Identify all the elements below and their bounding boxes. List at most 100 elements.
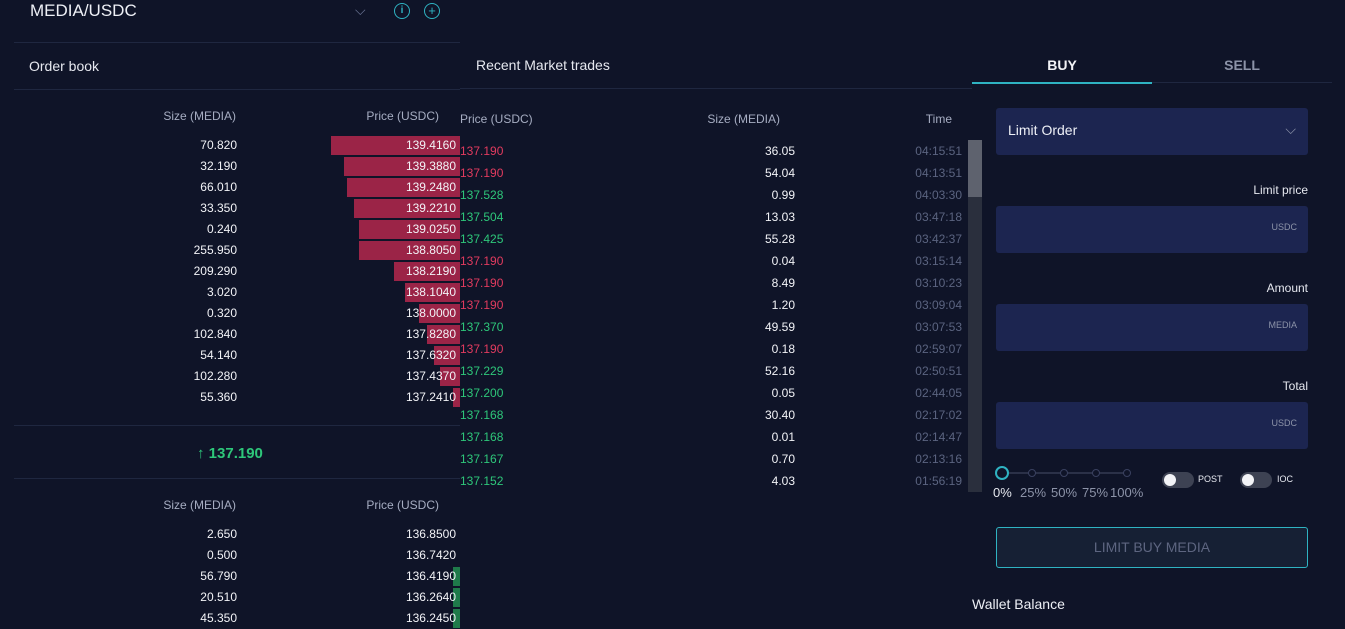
bid-row[interactable]: 2.650 136.8500 — [14, 524, 460, 545]
percent-option[interactable]: 25% — [1020, 485, 1047, 500]
ask-depth-bar — [354, 199, 460, 218]
trade-row: 137.190 1.20 03:09:04 — [460, 294, 965, 316]
bid-size: 2.650 — [206, 527, 237, 541]
trade-price: 137.190 — [460, 342, 504, 356]
divider — [14, 478, 460, 479]
ask-row[interactable]: 0.240 139.0250 — [14, 219, 460, 240]
trade-size: 49.59 — [764, 320, 795, 334]
ioc-toggle[interactable] — [1240, 472, 1272, 488]
ask-row[interactable]: 55.360 137.2410 — [14, 387, 460, 408]
percent-option[interactable]: 50% — [1051, 485, 1078, 500]
plus-circle-icon[interactable]: + — [424, 3, 440, 19]
trade-size: 0.99 — [771, 188, 795, 202]
limit-buy-button[interactable]: LIMIT BUY MEDIA — [996, 527, 1308, 568]
trade-size: 0.18 — [771, 342, 795, 356]
ask-price: 139.4160 — [405, 138, 456, 152]
trade-row: 137.504 13.03 03:47:18 — [460, 206, 965, 228]
percent-option[interactable]: 100% — [1110, 485, 1144, 500]
trade-price: 137.190 — [460, 276, 504, 290]
ask-row[interactable]: 255.950 138.8050 — [14, 240, 460, 261]
bid-row[interactable]: 45.350 136.2450 — [14, 608, 460, 629]
amount-input[interactable]: MEDIA — [996, 304, 1308, 351]
percent-slider-step[interactable] — [1092, 469, 1100, 477]
percent-option[interactable]: 0% — [993, 485, 1012, 500]
trade-time: 03:10:23 — [915, 276, 962, 290]
percent-slider-step[interactable] — [1123, 469, 1131, 477]
trade-size: 0.70 — [771, 452, 795, 466]
bid-row[interactable]: 0.500 136.7420 — [14, 545, 460, 566]
trade-price: 137.528 — [460, 188, 504, 202]
ask-row[interactable]: 54.140 137.6320 — [14, 345, 460, 366]
chevron-down-icon[interactable]: ⌵ — [355, 2, 366, 18]
ask-price: 138.1040 — [405, 285, 456, 299]
trades-scrollbar-thumb[interactable] — [968, 140, 982, 197]
info-icon[interactable]: i — [394, 3, 410, 19]
percent-option[interactable]: 75% — [1082, 485, 1109, 500]
ask-depth-bar — [434, 346, 460, 365]
ask-depth-bar — [453, 388, 460, 407]
total-input[interactable]: USDC — [996, 402, 1308, 449]
post-only-toggle[interactable] — [1162, 472, 1194, 488]
bid-row[interactable]: 56.790 136.4190 — [14, 566, 460, 587]
order-type-select[interactable]: Limit Order ⌵ — [996, 108, 1308, 155]
trade-size: 36.05 — [764, 144, 795, 158]
trade-size: 4.03 — [771, 474, 795, 488]
trade-row: 137.152 4.03 01:56:19 — [460, 470, 965, 492]
trade-time: 04:15:51 — [915, 144, 962, 158]
ask-size: 32.190 — [200, 159, 237, 173]
trade-price: 137.190 — [460, 298, 504, 312]
trade-size: 54.04 — [764, 166, 795, 180]
ask-depth-bar — [427, 325, 460, 344]
total-label: Total — [1282, 379, 1308, 393]
trade-row: 137.190 0.04 03:15:14 — [460, 250, 965, 272]
ask-depth-bar — [359, 220, 460, 239]
ask-size: 70.820 — [200, 138, 237, 152]
bid-size: 45.350 — [200, 611, 237, 625]
trade-size: 52.16 — [764, 364, 795, 378]
ask-row[interactable]: 0.320 138.0000 — [14, 303, 460, 324]
trade-size: 0.01 — [771, 430, 795, 444]
ask-row[interactable]: 66.010 139.2480 — [14, 177, 460, 198]
ask-row[interactable]: 70.820 139.4160 — [14, 135, 460, 156]
trade-time: 02:13:16 — [915, 452, 962, 466]
trade-size: 30.40 — [764, 408, 795, 422]
chevron-down-icon: ⌵ — [1285, 121, 1296, 137]
ask-size: 54.140 — [200, 348, 237, 362]
ask-row[interactable]: 3.020 138.1040 — [14, 282, 460, 303]
ask-depth-bar — [440, 367, 460, 386]
trade-size: 13.03 — [764, 210, 795, 224]
ask-row[interactable]: 33.350 139.2210 — [14, 198, 460, 219]
ask-depth-bar — [405, 283, 460, 302]
percent-slider-handle[interactable] — [995, 466, 1009, 480]
ask-row[interactable]: 102.280 137.4370 — [14, 366, 460, 387]
percent-slider-step[interactable] — [1028, 469, 1036, 477]
ask-size: 55.360 — [200, 390, 237, 404]
ask-size: 102.280 — [193, 369, 237, 383]
ask-size: 102.840 — [193, 327, 237, 341]
trade-time: 04:13:51 — [915, 166, 962, 180]
ask-row[interactable]: 32.190 139.3880 — [14, 156, 460, 177]
bid-size: 0.500 — [206, 548, 237, 562]
ask-size: 209.290 — [193, 264, 237, 278]
ask-size: 33.350 — [200, 201, 237, 215]
ask-depth-bar — [347, 178, 460, 197]
tab-sell[interactable]: SELL — [1224, 57, 1260, 73]
percent-slider-step[interactable] — [1060, 469, 1068, 477]
bid-row[interactable]: 20.510 136.2640 — [14, 587, 460, 608]
market-pair-selector[interactable]: MEDIA/USDC — [30, 1, 137, 20]
ask-row[interactable]: 209.290 138.2190 — [14, 261, 460, 282]
trade-price: 137.229 — [460, 364, 504, 378]
limit-price-input[interactable]: USDC — [996, 206, 1308, 253]
trades-scrollbar[interactable] — [968, 140, 982, 492]
trade-row: 137.370 49.59 03:07:53 — [460, 316, 965, 338]
trade-price-header: Price (USDC) — [460, 112, 533, 126]
ask-row[interactable]: 102.840 137.8280 — [14, 324, 460, 345]
trade-size: 0.04 — [771, 254, 795, 268]
trade-price: 137.504 — [460, 210, 504, 224]
trade-time-header: Time — [925, 112, 952, 126]
toggle-knob — [1164, 474, 1176, 486]
ask-size: 255.950 — [193, 243, 237, 257]
tab-buy[interactable]: BUY — [1047, 57, 1077, 73]
tab-underline — [1152, 82, 1332, 83]
trade-time: 02:14:47 — [915, 430, 962, 444]
